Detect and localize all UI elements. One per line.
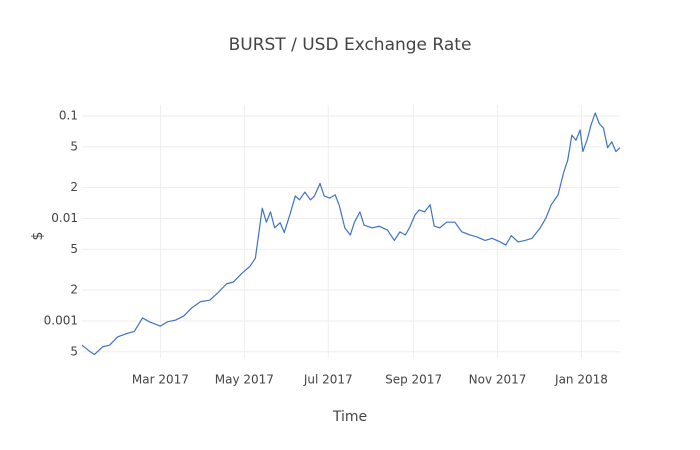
line-series [81,112,621,356]
y-tick-label: 0.01 [51,211,78,225]
x-tick-label: Jul 2017 [303,373,353,387]
x-tick-label: Nov 2017 [469,373,527,387]
y-tick-label: 5 [70,139,78,153]
y-tick-label: 0.001 [44,313,78,327]
x-tick-label: Jan 2018 [554,373,608,387]
y-tick-label: 2 [70,180,78,194]
y-tick-label: 0.1 [59,108,78,122]
x-tick-label: May 2017 [215,373,274,387]
x-tick-label: Sep 2017 [385,373,442,387]
x-axis-title: Time [332,409,367,425]
y-tick-label: 5 [70,344,78,358]
chart-title: BURST / USD Exchange Rate [229,35,472,55]
y-tick-label: 2 [70,283,78,297]
y-axis-title: $ [30,232,46,241]
x-tick-label: Mar 2017 [132,373,189,387]
y-tick-label: 5 [70,242,78,256]
